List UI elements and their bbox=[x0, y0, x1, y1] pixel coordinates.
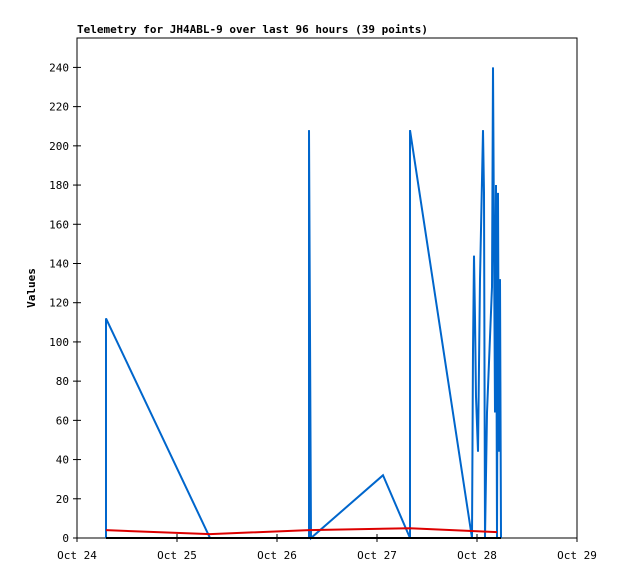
y-tick-label: 120 bbox=[49, 297, 69, 310]
x-tick-label: Oct 24 bbox=[57, 549, 97, 562]
y-tick-label: 160 bbox=[49, 218, 69, 231]
chart-title: Telemetry for JH4ABL-9 over last 96 hour… bbox=[77, 23, 428, 36]
y-tick-label: 240 bbox=[49, 61, 69, 74]
series-line bbox=[105, 67, 502, 541]
x-tick-label: Oct 28 bbox=[457, 549, 497, 562]
y-tick-label: 140 bbox=[49, 257, 69, 270]
x-tick-label: Oct 29 bbox=[557, 549, 597, 562]
x-tick-label: Oct 26 bbox=[257, 549, 297, 562]
x-tick-label: Oct 25 bbox=[157, 549, 197, 562]
y-tick-label: 20 bbox=[56, 493, 69, 506]
y-axis-label: Values bbox=[25, 268, 38, 308]
y-tick-label: 80 bbox=[56, 375, 69, 388]
plot-frame bbox=[76, 37, 578, 539]
y-tick-label: 180 bbox=[49, 179, 69, 192]
y-tick-label: 0 bbox=[62, 532, 69, 545]
series-line bbox=[105, 527, 498, 536]
x-tick-label: Oct 27 bbox=[357, 549, 397, 562]
y-tick-label: 60 bbox=[56, 414, 69, 427]
y-tick-label: 40 bbox=[56, 454, 69, 467]
y-tick-label: 100 bbox=[49, 336, 69, 349]
y-tick-label: 200 bbox=[49, 140, 69, 153]
y-tick-label: 220 bbox=[49, 101, 69, 114]
